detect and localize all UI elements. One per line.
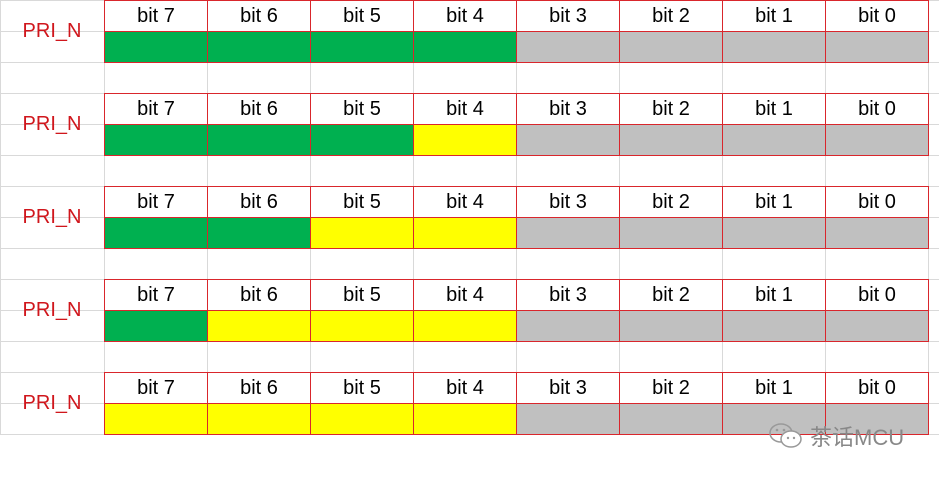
bit-cell-gray xyxy=(825,217,929,249)
bit-header: bit 2 xyxy=(619,0,723,32)
bit-cell-gray xyxy=(722,310,826,342)
bit-header: bit 4 xyxy=(413,279,517,311)
bit-header: bit 1 xyxy=(722,372,826,404)
bit-cell-yellow xyxy=(310,403,414,435)
bit-cell-gray xyxy=(516,124,620,156)
bit-header: bit 1 xyxy=(722,0,826,32)
bit-header: bit 1 xyxy=(722,279,826,311)
bit-header: bit 6 xyxy=(207,279,311,311)
bit-header: bit 2 xyxy=(619,372,723,404)
bit-cell-gray xyxy=(516,31,620,63)
bit-cell-green xyxy=(310,124,414,156)
bit-cell-yellow xyxy=(310,217,414,249)
bit-header: bit 5 xyxy=(310,0,414,32)
bit-cell-gray xyxy=(722,124,826,156)
bit-header: bit 3 xyxy=(516,186,620,218)
bit-cell-gray xyxy=(619,310,723,342)
bit-header: bit 5 xyxy=(310,186,414,218)
bit-header: bit 3 xyxy=(516,372,620,404)
bit-cell-yellow xyxy=(413,310,517,342)
bit-cell-gray xyxy=(825,31,929,63)
bit-cell-yellow xyxy=(104,403,208,435)
bit-header: bit 0 xyxy=(825,93,929,125)
bit-cell-green xyxy=(207,217,311,249)
bit-cell-yellow xyxy=(413,124,517,156)
row-label: PRI_N xyxy=(22,20,82,42)
bit-header: bit 5 xyxy=(310,279,414,311)
wechat-icon xyxy=(769,423,802,448)
bit-cell-green xyxy=(207,124,311,156)
row-label: PRI_N xyxy=(22,206,82,228)
bit-header: bit 4 xyxy=(413,372,517,404)
bit-header: bit 7 xyxy=(104,279,208,311)
bit-header: bit 7 xyxy=(104,0,208,32)
bit-cell-green xyxy=(207,31,311,63)
bit-header: bit 3 xyxy=(516,93,620,125)
bit-header: bit 3 xyxy=(516,279,620,311)
row-label: PRI_N xyxy=(22,299,82,321)
bit-cell-gray xyxy=(619,31,723,63)
bit-header: bit 4 xyxy=(413,0,517,32)
bit-cell-gray xyxy=(516,217,620,249)
bit-cell-gray xyxy=(825,124,929,156)
bit-header: bit 7 xyxy=(104,93,208,125)
row-label: PRI_N xyxy=(22,392,82,414)
bit-header: bit 0 xyxy=(825,372,929,404)
bit-header: bit 5 xyxy=(310,372,414,404)
bit-header: bit 0 xyxy=(825,0,929,32)
bit-cell-gray xyxy=(825,310,929,342)
bit-header: bit 7 xyxy=(104,186,208,218)
bit-header: bit 6 xyxy=(207,186,311,218)
bit-header: bit 6 xyxy=(207,0,311,32)
bit-cell-gray xyxy=(825,403,929,435)
bit-header: bit 7 xyxy=(104,372,208,404)
bit-cell-green xyxy=(413,31,517,63)
bit-header: bit 1 xyxy=(722,186,826,218)
row-label: PRI_N xyxy=(22,113,82,135)
bit-cell-green xyxy=(104,310,208,342)
bit-header: bit 4 xyxy=(413,93,517,125)
bit-cell-gray xyxy=(722,403,826,435)
bit-cell-gray xyxy=(722,217,826,249)
bit-header: bit 0 xyxy=(825,186,929,218)
bit-cell-gray xyxy=(619,403,723,435)
watermark-text: 茶话MCU xyxy=(810,425,905,450)
bit-header: bit 0 xyxy=(825,279,929,311)
bit-header: bit 6 xyxy=(207,93,311,125)
bit-cell-green xyxy=(104,124,208,156)
bit-cell-yellow xyxy=(310,310,414,342)
bit-header: bit 5 xyxy=(310,93,414,125)
watermark: 茶话MCU xyxy=(768,420,904,452)
bit-header: bit 2 xyxy=(619,279,723,311)
bit-header: bit 3 xyxy=(516,0,620,32)
bit-cell-green xyxy=(310,31,414,63)
bit-cell-yellow xyxy=(413,403,517,435)
bit-cell-gray xyxy=(619,124,723,156)
bit-cell-gray xyxy=(722,31,826,63)
bit-cell-gray xyxy=(516,310,620,342)
bit-cell-yellow xyxy=(207,403,311,435)
bit-header: bit 1 xyxy=(722,93,826,125)
bit-cell-yellow xyxy=(413,217,517,249)
bit-header: bit 4 xyxy=(413,186,517,218)
bit-cell-gray xyxy=(516,403,620,435)
bit-header: bit 2 xyxy=(619,93,723,125)
bit-cell-green xyxy=(104,31,208,63)
bit-header: bit 2 xyxy=(619,186,723,218)
bit-cell-green xyxy=(104,217,208,249)
bit-cell-yellow xyxy=(207,310,311,342)
bit-header: bit 6 xyxy=(207,372,311,404)
bit-cell-gray xyxy=(619,217,723,249)
